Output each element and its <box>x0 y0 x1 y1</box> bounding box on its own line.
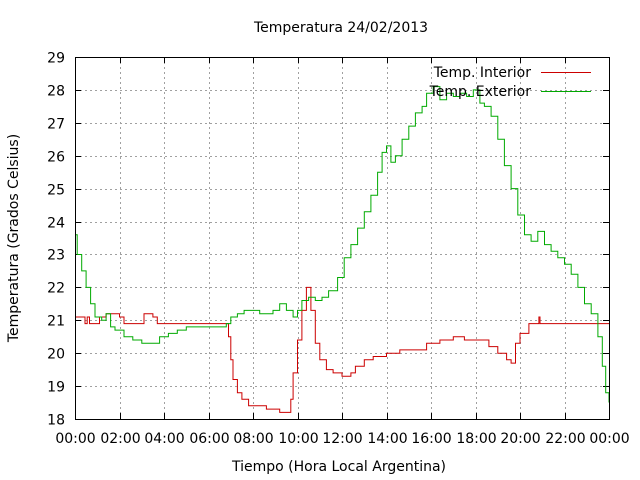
y-tick-label: 18 <box>47 413 65 429</box>
x-tick-label: 04:00 <box>144 431 184 447</box>
y-tick-label: 23 <box>47 248 65 264</box>
y-tick-label: 24 <box>47 216 65 232</box>
x-tick-label: 00:00 <box>55 431 95 447</box>
legend: Temp. Interior Temp. Exterior <box>429 65 591 100</box>
x-tick-label: 18:00 <box>456 431 496 447</box>
x-tick-label: 00:00 <box>589 431 629 447</box>
plot-frame <box>75 57 610 420</box>
x-tick-label: 16:00 <box>411 431 451 447</box>
legend-label: Temp. Interior <box>433 65 532 81</box>
y-tick-label: 21 <box>47 314 65 330</box>
x-tick-label: 06:00 <box>189 431 229 447</box>
x-tick-label: 10:00 <box>278 431 318 447</box>
y-tick-label: 19 <box>47 380 65 396</box>
series-line-interior <box>75 286 609 413</box>
series-line-exterior <box>75 86 610 403</box>
x-tick-label: 22:00 <box>545 431 585 447</box>
grid <box>75 57 609 419</box>
y-tick-label: 29 <box>47 51 65 67</box>
y-tick-label: 22 <box>47 281 65 297</box>
x-tick-label: 20:00 <box>500 431 540 447</box>
y-tick-label: 28 <box>47 84 65 100</box>
y-tick-label: 25 <box>47 183 65 199</box>
chart-title: Temperatura 24/02/2013 <box>253 20 428 36</box>
axis-ticks: 00:00 02:00 04:00 06:00 08:00 10:00 12:00 14:00… <box>47 51 630 448</box>
y-tick-label: 20 <box>47 347 65 363</box>
y-axis-label: Temperatura (Grados Celsius) <box>6 134 22 343</box>
y-tick-label: 27 <box>47 117 65 133</box>
x-axis-label: Tiempo (Hora Local Argentina) <box>231 459 446 475</box>
x-tick-label: 08:00 <box>233 431 273 447</box>
x-tick-label: 14:00 <box>367 431 407 447</box>
y-tick-label: 26 <box>47 150 65 166</box>
legend-label: Temp. Exterior <box>429 84 532 100</box>
x-tick-label: 12:00 <box>322 431 362 447</box>
x-tick-label: 02:00 <box>100 431 140 447</box>
series-lines <box>75 86 610 413</box>
